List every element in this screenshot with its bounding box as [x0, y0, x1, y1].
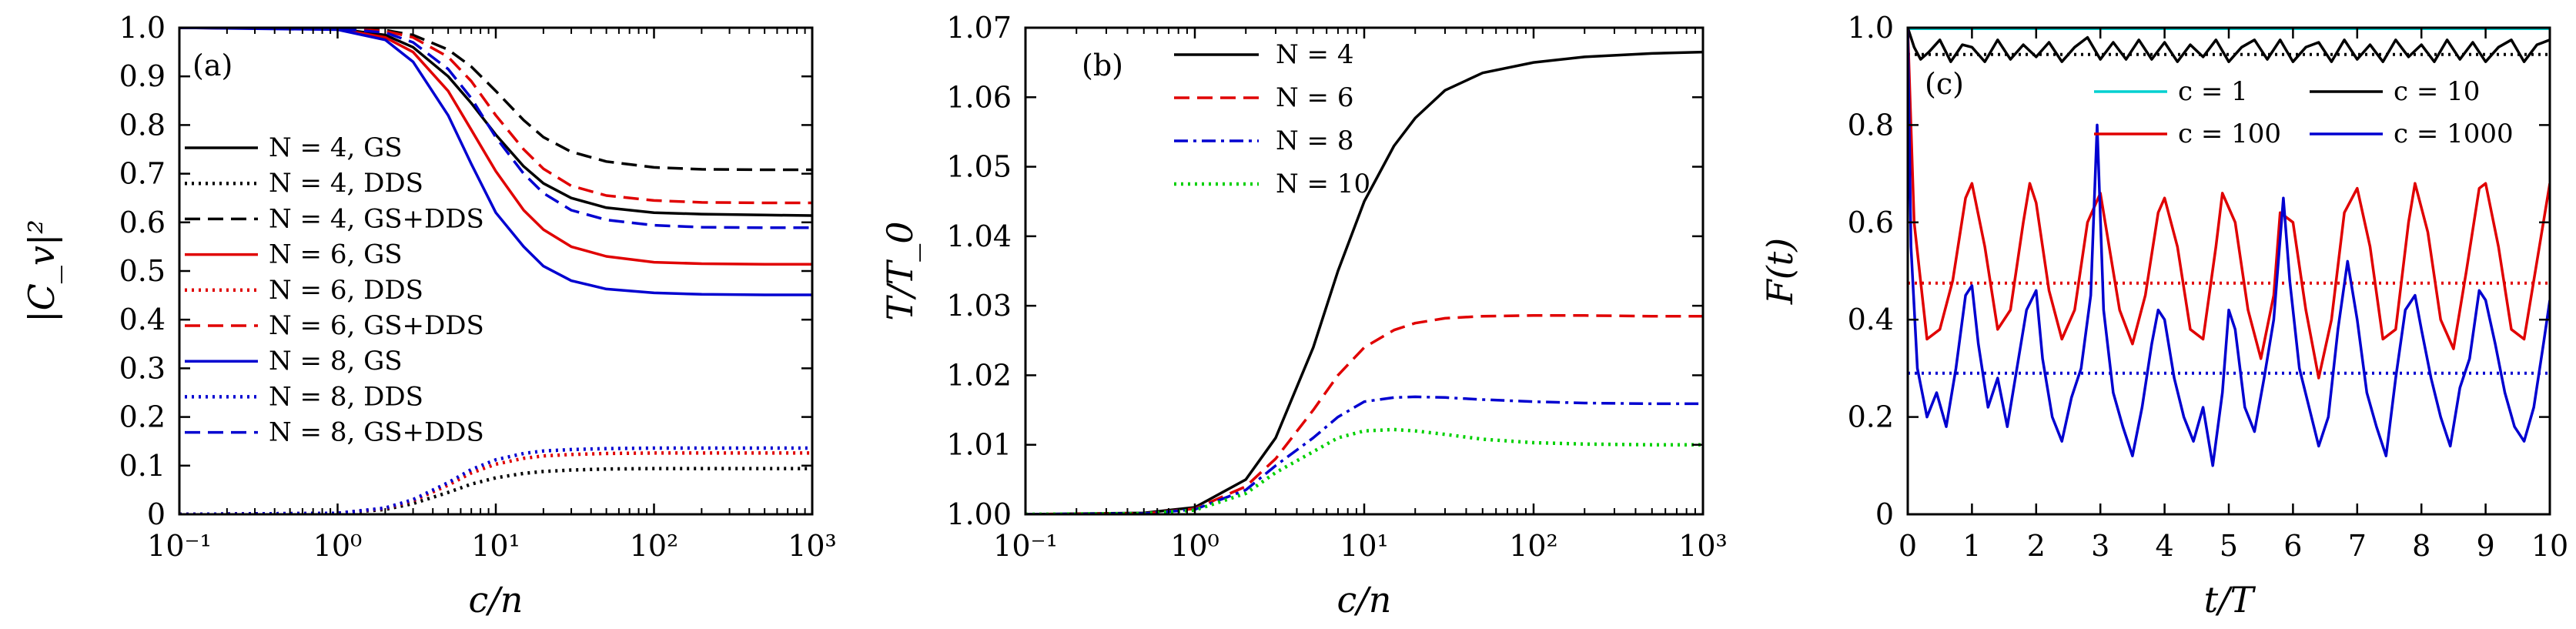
- x-tick-label: 10⁰: [313, 529, 363, 563]
- y-tick-label: 1.0: [119, 11, 166, 45]
- x-tick-label: 10²: [1509, 529, 1558, 563]
- x-tick-label: 5: [2220, 529, 2238, 563]
- series-line-n-8-gs: [179, 28, 812, 296]
- series-line-n-4: [1025, 50, 1703, 514]
- y-tick-label: 0.4: [119, 303, 166, 336]
- y-tick-label: 1.04: [946, 219, 1012, 253]
- axes-frame: [1024, 26, 1705, 516]
- x-axis-label: c/n: [1337, 579, 1392, 621]
- x-tick-label: 10⁻¹: [147, 529, 212, 563]
- y-tick-label: 0.8: [1848, 108, 1894, 142]
- y-tick-label: 0.2: [119, 400, 166, 434]
- panel-label: (b): [1082, 49, 1123, 82]
- legend-label-n-8-gs: N = 8, GS: [269, 346, 403, 376]
- series-line-n-6-gs-dds: [179, 28, 812, 205]
- y-tick-label: 0.1: [119, 449, 166, 483]
- panel-b: 10⁻¹ 10⁰ 10¹ 10² 10³ 1.00 1.01 1.02 1.03 1.04 1.05…: [879, 11, 1728, 621]
- legend-label-c-10: c = 10: [2394, 76, 2480, 107]
- x-tick-label: 2: [2027, 529, 2046, 563]
- x-tick-label: 8: [2412, 529, 2430, 563]
- legend-label-c-1: c = 1: [2178, 76, 2248, 107]
- x-axis-label: t/T: [2204, 579, 2257, 621]
- y-axis-label: |C_v|²: [21, 219, 62, 323]
- y-tick-label: 0: [147, 497, 166, 531]
- y-tick-label: 0.7: [119, 157, 166, 191]
- x-tick-label: 10: [2531, 529, 2568, 563]
- legend-label-n-4-gs: N = 4, GS: [269, 132, 403, 163]
- x-tick-label: 10³: [1678, 529, 1728, 563]
- legend-label-n-8-gs-dds: N = 8, GS+DDS: [269, 417, 484, 448]
- x-tick-label: 3: [2091, 529, 2109, 563]
- series-line-n-10: [1025, 427, 1703, 514]
- series-line-c-10: [1908, 28, 2550, 63]
- x-tick-label: 9: [2477, 529, 2495, 563]
- x-tick-label: 10³: [788, 529, 837, 563]
- series-line-n-4-gs-dds: [179, 28, 812, 172]
- legend-label-n-6-gs: N = 6, GS: [269, 239, 403, 270]
- legend-label-n-8-dds: N = 8, DDS: [269, 381, 423, 412]
- x-tick-label: 1: [1962, 529, 1981, 563]
- y-axis-label: T/T_0: [879, 221, 921, 320]
- y-tick-label: 1.01: [946, 428, 1012, 462]
- y-tick-label: 1.02: [946, 358, 1012, 392]
- y-tick-label: 0.6: [1848, 206, 1894, 239]
- series-line-n-8-gs-dds: [179, 28, 812, 229]
- y-tick-label: 0.5: [119, 254, 166, 288]
- legend-label-n-6-gs-dds: N = 6, GS+DDS: [269, 310, 484, 341]
- x-tick-label: 7: [2348, 529, 2367, 563]
- series-line-n-8-dds: [179, 446, 812, 514]
- series-line-c-1000: [1908, 28, 2550, 467]
- legend-label-n-4-dds: N = 4, DDS: [269, 168, 423, 199]
- y-tick-label: 0: [1875, 497, 1894, 531]
- legend-label-c-1000: c = 1000: [2394, 119, 2514, 149]
- x-tick-label: 0: [1899, 529, 1917, 563]
- series-line-n-6-gs: [179, 28, 812, 266]
- y-tick-label: 0.2: [1848, 400, 1894, 434]
- y-tick-label: 1.07: [946, 11, 1012, 45]
- legend-label-n-6-dds: N = 6, DDS: [269, 275, 423, 306]
- series-line-n-6: [1025, 314, 1703, 514]
- series-line-c-100: [1908, 28, 2550, 380]
- x-tick-label: 4: [2156, 529, 2174, 563]
- y-tick-label: 0.4: [1848, 303, 1894, 336]
- y-tick-label: 1.03: [946, 289, 1012, 323]
- panel-label: (a): [192, 49, 233, 82]
- legend-label-n-4-gs-dds: N = 4, GS+DDS: [269, 203, 484, 234]
- y-axis-label: F(t): [1759, 238, 1801, 305]
- y-tick-label: 0.6: [119, 206, 166, 239]
- legend-label-n-8: N = 8: [1276, 125, 1354, 156]
- legend-label-c-100: c = 100: [2178, 119, 2281, 149]
- panel-label: (c): [1925, 67, 1964, 101]
- legend: c = 1 c = 10 c = 100 c = 1000: [2094, 76, 2514, 149]
- x-axis-label: c/n: [469, 579, 524, 621]
- x-tick-label: 10¹: [1340, 529, 1389, 563]
- y-tick-label: 0.3: [119, 351, 166, 385]
- legend-label-n-10: N = 10: [1276, 169, 1370, 199]
- x-tick-label: 10⁻¹: [993, 529, 1058, 563]
- x-tick-label: 10¹: [471, 529, 520, 563]
- legend-label-n-4: N = 4: [1276, 39, 1354, 70]
- x-tick-label: 10²: [630, 529, 679, 563]
- legend: N = 4, GS N = 4, DDS N = 4, GS+DDS N = 6, G…: [185, 132, 484, 448]
- y-tick-label: 0.9: [119, 59, 166, 93]
- y-tick-label: 1.00: [946, 497, 1012, 531]
- panel-c: 0 1 2 3 4 5 6 7 8 9 10 0 0.2 0.4 0.6 0.8 1.0 t/T F(t) (c) c …: [1759, 11, 2568, 621]
- x-tick-label: 6: [2283, 529, 2302, 563]
- panel-a: 10⁻¹ 10⁰ 10¹ 10² 10³ 0 0.1 0.2 0.3 0.4 0.5 0.6 0.7 0.…: [21, 11, 837, 621]
- y-tick-label: 1.06: [946, 80, 1012, 114]
- legend: N = 4 N = 6 N = 8 N = 10: [1174, 39, 1370, 199]
- y-tick-label: 0.8: [119, 108, 166, 142]
- series-line-n-8: [1025, 395, 1703, 514]
- legend-label-n-6: N = 6: [1276, 82, 1354, 113]
- x-tick-label: 10⁰: [1170, 529, 1219, 563]
- series-line-n-4-gs: [179, 28, 812, 217]
- y-tick-label: 1.0: [1848, 11, 1894, 45]
- y-tick-label: 1.05: [946, 150, 1012, 184]
